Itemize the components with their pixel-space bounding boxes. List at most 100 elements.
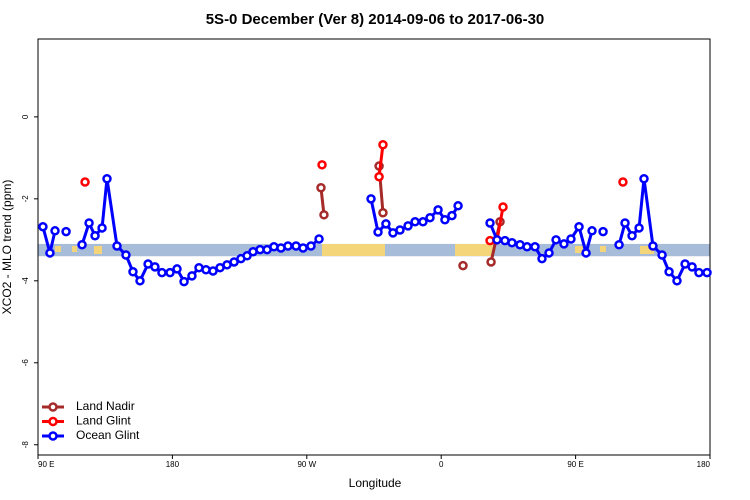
x-tick-label: 180 xyxy=(697,460,711,469)
land-patch xyxy=(94,246,102,254)
land-patch xyxy=(455,244,493,256)
data-point xyxy=(418,217,428,227)
data-point xyxy=(559,239,569,249)
data-point xyxy=(522,242,532,252)
chart-title: 5S-0 December (Ver 8) 2014-09-06 to 2017… xyxy=(206,11,545,28)
data-point xyxy=(283,241,293,251)
data-point xyxy=(373,227,383,237)
data-point xyxy=(433,205,443,215)
data-point xyxy=(208,266,218,276)
data-point xyxy=(492,235,502,245)
data-point xyxy=(634,223,644,233)
data-point xyxy=(319,210,329,220)
data-point xyxy=(486,257,496,267)
y-tick-label: -2 xyxy=(21,195,30,203)
data-point xyxy=(90,230,100,241)
y-tick-label: -8 xyxy=(21,441,30,449)
x-axis-title: Longitude xyxy=(349,476,402,490)
data-point xyxy=(314,234,324,244)
data-point xyxy=(97,223,107,233)
land-patch xyxy=(322,244,385,256)
data-point xyxy=(317,160,327,170)
data-point xyxy=(135,276,145,286)
data-point xyxy=(618,177,628,187)
x-tick-label: 180 xyxy=(166,460,180,469)
data-point xyxy=(440,214,450,225)
data-point xyxy=(694,267,704,278)
data-point xyxy=(614,239,624,250)
data-point xyxy=(447,210,457,221)
legend-marker xyxy=(48,416,58,427)
land-patches xyxy=(55,244,654,256)
data-point xyxy=(165,267,175,278)
data-point xyxy=(157,267,167,278)
data-point xyxy=(395,225,405,235)
data-point xyxy=(128,267,138,277)
data-point xyxy=(620,218,630,228)
data-point xyxy=(458,260,468,271)
data-point xyxy=(587,226,597,236)
data-point xyxy=(627,230,637,241)
legend-marker xyxy=(48,402,58,412)
data-point xyxy=(179,276,189,287)
data-point xyxy=(530,242,540,252)
y-tick-label: 0 xyxy=(21,114,30,119)
data-point xyxy=(507,237,517,248)
data-point xyxy=(403,221,413,231)
data-point xyxy=(45,248,55,258)
legend-label: Ocean Glint xyxy=(76,428,140,442)
data-point xyxy=(485,218,495,228)
data-point xyxy=(672,276,682,286)
data-point xyxy=(381,219,391,229)
data-point xyxy=(425,212,435,223)
land-patch xyxy=(640,246,654,254)
data-point xyxy=(316,183,326,193)
data-point xyxy=(150,262,160,272)
data-point xyxy=(687,262,697,272)
data-point xyxy=(366,194,376,204)
data-point xyxy=(581,248,591,258)
x-tick-label: 90 E xyxy=(567,460,583,469)
legend-marker xyxy=(48,431,58,441)
data-point xyxy=(702,267,712,278)
x-tick-label: 0 xyxy=(439,460,444,469)
y-axis-title: XCO2 - MLO trend (ppm) xyxy=(0,180,14,315)
land-patch xyxy=(575,246,583,253)
data-point xyxy=(121,250,131,260)
data-point xyxy=(112,241,122,251)
data-point xyxy=(648,241,658,251)
data-point xyxy=(544,248,554,258)
data-point xyxy=(172,264,182,274)
data-point xyxy=(498,202,508,212)
legend-label: Land Glint xyxy=(76,414,131,428)
data-point xyxy=(598,226,608,237)
data-point xyxy=(242,251,252,261)
data-point xyxy=(306,241,316,251)
data-point xyxy=(378,139,388,150)
land-patch xyxy=(55,246,61,252)
land-patch xyxy=(600,246,606,252)
data-point xyxy=(187,271,197,281)
data-point xyxy=(102,174,112,184)
data-point xyxy=(537,253,547,264)
data-point xyxy=(657,250,667,260)
data-point xyxy=(38,221,48,232)
data-point xyxy=(664,267,674,277)
data-point xyxy=(639,174,649,184)
legend-label: Land Nadir xyxy=(76,399,135,413)
y-tick-label: -6 xyxy=(21,359,30,367)
x-tick-label: 90 W xyxy=(297,460,316,469)
plot-frame xyxy=(37,38,711,456)
data-point xyxy=(566,234,576,244)
data-point xyxy=(374,171,384,182)
data-point xyxy=(50,226,60,236)
data-point xyxy=(84,218,94,228)
data-point xyxy=(453,201,463,211)
data-point xyxy=(77,239,87,250)
data-point xyxy=(61,226,71,237)
data-point xyxy=(410,217,420,227)
data-point xyxy=(551,235,561,245)
data-point xyxy=(298,243,308,253)
y-tick-label: -4 xyxy=(21,277,30,285)
